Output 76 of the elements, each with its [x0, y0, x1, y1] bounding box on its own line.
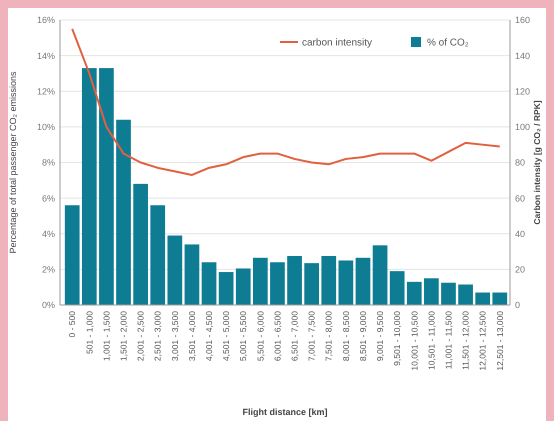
x-tick-label: 4,501 - 5,000	[221, 310, 232, 362]
bar	[218, 272, 234, 305]
x-tick-label: 501 - 1,000	[84, 310, 94, 354]
x-tick-label: 10,001 - 10,500	[409, 310, 420, 371]
bar	[270, 262, 285, 305]
bar	[167, 236, 182, 305]
bar	[150, 205, 166, 305]
y-tick-label: 0%	[42, 300, 55, 310]
x-tick-label: 5,501 - 6,000	[255, 310, 266, 362]
y-tick-label: 8%	[42, 158, 55, 168]
y-tick-label: 10%	[36, 122, 55, 132]
x-tick-label: 11,001 - 11,500	[443, 310, 454, 370]
y2-tick-label: 80	[515, 158, 526, 168]
bar	[82, 68, 97, 305]
x-tick-label: 2,501 - 3,000	[152, 310, 163, 362]
bar	[252, 258, 268, 305]
x-tick-label: 1,501 - 2,000	[118, 310, 128, 362]
x-tick-label: 1,001 - 1,500	[101, 310, 112, 362]
y-tick-label: 2%	[42, 264, 55, 275]
legend-label: carbon intensity	[302, 38, 372, 48]
x-tick-label: 6,001 - 6,500	[272, 310, 282, 362]
bar	[133, 184, 148, 305]
bar	[458, 284, 473, 305]
y2-tick-label: 100	[515, 122, 530, 132]
y-tick-label: 6%	[42, 193, 55, 204]
bar	[64, 205, 80, 305]
bar	[390, 271, 405, 305]
bar	[236, 268, 251, 305]
bar	[202, 262, 216, 305]
x-tick-label: 7,501 - 8,000	[324, 310, 334, 362]
y-axis-title: Percentage of total passenger CO₂ emissions	[8, 70, 18, 254]
x-tick-label: 4,001 - 4,500	[204, 310, 214, 362]
x-tick-label: 3,001 - 3,500	[170, 310, 180, 362]
x-tick-label: 5,001 - 5,500	[238, 310, 248, 362]
x-tick-label: 12,001 - 12,500	[478, 310, 488, 371]
bar	[116, 120, 131, 305]
y2-tick-label: 160	[515, 15, 530, 26]
y2-tick-label: 120	[515, 86, 530, 96]
bar	[356, 258, 370, 305]
x-tick-label: 3,501 - 4,000	[186, 310, 197, 362]
x-tick-label: 11,501 - 12,000	[460, 310, 471, 370]
bar	[475, 292, 490, 305]
bar	[184, 244, 200, 305]
x-tick-label: 2,001 - 2,500	[136, 310, 146, 362]
bar	[441, 282, 456, 305]
x-tick-label: 0 - 500	[67, 310, 78, 338]
y2-tick-label: 40	[515, 228, 526, 239]
bar	[321, 256, 336, 305]
legend-label: % of CO₂	[427, 38, 469, 48]
y2-tick-label: 20	[515, 264, 526, 275]
bar	[304, 263, 320, 305]
y2-axis-title: Carbon intensity [g CO₂ / RPK]	[532, 100, 542, 225]
x-axis-title: Flight distance [km]	[242, 407, 328, 417]
x-tick-label: 10,501 - 11,000	[426, 310, 436, 370]
y-tick-label: 4%	[42, 228, 55, 239]
x-tick-label: 8,501 - 9,000	[358, 310, 368, 362]
x-tick-label: 8,001 - 8,500	[340, 310, 351, 362]
x-tick-label: 9,501 - 10,000	[392, 310, 402, 366]
x-tick-label: 12,501 - 13,000	[494, 310, 505, 371]
x-tick-label: 9,001 - 9,500	[375, 310, 386, 362]
bar	[372, 245, 388, 305]
x-tick-label: 6,501 - 7,000	[290, 310, 300, 362]
y-tick-label: 12%	[36, 86, 55, 96]
bar	[406, 282, 422, 305]
bar	[287, 256, 302, 305]
bar	[492, 292, 508, 305]
bar	[338, 260, 354, 305]
y-tick-label: 14%	[36, 50, 55, 61]
x-tick-label: 7,001 - 7,500	[306, 310, 317, 362]
y2-tick-label: 60	[515, 193, 526, 204]
line-series	[71, 28, 501, 176]
bar	[424, 278, 439, 305]
y-tick-label: 16%	[36, 15, 55, 26]
y2-tick-label: 140	[515, 50, 530, 61]
bar	[99, 68, 114, 305]
y2-tick-label: 0	[515, 300, 520, 310]
